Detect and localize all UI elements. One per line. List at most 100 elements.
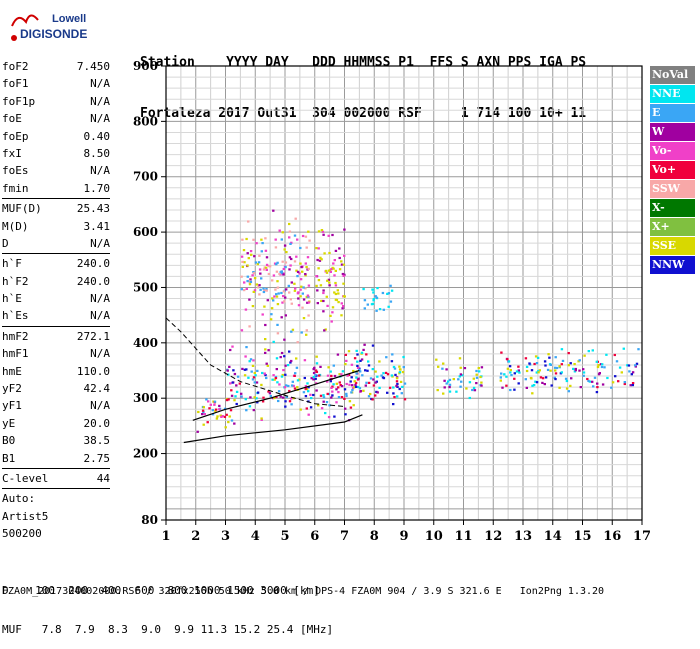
echo-point — [284, 296, 287, 299]
lower-trace-line — [183, 414, 363, 444]
echo-point — [448, 383, 452, 386]
echo-point — [296, 341, 299, 344]
echo-point — [445, 382, 448, 385]
echo-point — [279, 356, 282, 359]
echo-point — [318, 259, 322, 262]
echo-point — [263, 289, 266, 292]
echo-point — [326, 304, 329, 307]
echo-point — [261, 400, 265, 403]
echo-point — [267, 272, 271, 276]
echo-point — [224, 426, 227, 429]
echo-point — [436, 389, 439, 392]
echo-point — [374, 370, 377, 373]
echo-point — [506, 367, 510, 370]
echo-point — [276, 381, 279, 384]
legend-entry: SSE — [650, 237, 695, 255]
echo-point — [355, 372, 358, 375]
echo-point — [327, 234, 330, 237]
echo-point — [290, 384, 294, 387]
echo-point — [235, 384, 238, 387]
echo-point — [390, 360, 394, 363]
echo-point — [253, 289, 257, 292]
echo-point — [295, 269, 298, 272]
echo-point — [543, 360, 547, 363]
echo-point — [296, 386, 299, 389]
echo-point — [307, 230, 310, 233]
echo-point — [322, 233, 325, 236]
echo-point — [597, 373, 601, 376]
echo-point — [264, 237, 267, 240]
echo-point — [385, 356, 388, 359]
echo-point — [261, 371, 264, 375]
echo-point — [395, 380, 399, 383]
echo-point — [331, 390, 334, 393]
echo-point — [356, 366, 360, 369]
echo-point — [535, 371, 538, 374]
param-row: foF1p N/A — [2, 93, 110, 110]
echo-point — [583, 354, 586, 357]
echo-point — [231, 345, 234, 348]
echo-point — [223, 407, 227, 410]
echo-point — [265, 287, 268, 291]
echo-point — [232, 369, 235, 372]
echo-point — [448, 390, 452, 393]
echo-point — [459, 373, 463, 376]
echo-point — [279, 395, 282, 398]
echo-point — [233, 372, 237, 376]
param-name: D — [2, 236, 9, 250]
param-value: 44 — [96, 471, 110, 485]
echo-point — [392, 365, 396, 369]
echo-point — [319, 365, 322, 368]
echo-point — [304, 395, 308, 398]
echo-point — [247, 257, 250, 260]
echo-point — [265, 376, 268, 380]
echo-point — [574, 367, 577, 371]
echo-point — [304, 235, 308, 238]
echo-point — [600, 365, 604, 369]
echo-point — [279, 271, 282, 274]
echo-point — [329, 380, 332, 383]
echo-point — [248, 279, 251, 283]
echo-point — [480, 381, 483, 384]
echo-point — [218, 408, 221, 411]
echo-point — [317, 267, 320, 270]
echo-point — [574, 369, 577, 372]
echo-point — [241, 265, 244, 268]
echo-point — [256, 391, 260, 394]
echo-point — [264, 351, 267, 354]
echo-point — [256, 263, 259, 266]
echo-point — [288, 400, 292, 403]
echo-point — [320, 299, 323, 302]
echo-point — [252, 409, 255, 412]
echo-point — [554, 369, 557, 372]
echo-point — [591, 380, 594, 383]
echo-point — [341, 307, 344, 310]
echo-point — [334, 284, 338, 287]
echo-point — [302, 286, 305, 289]
param-row: yF2 42.4 — [2, 380, 110, 397]
echo-point — [315, 389, 318, 392]
param-value: 7.450 — [76, 60, 110, 73]
param-row: foEp 0.40 — [2, 128, 110, 145]
echo-point — [197, 410, 200, 414]
echo-point — [341, 370, 345, 373]
echo-point — [283, 248, 286, 251]
echo-point — [308, 239, 311, 242]
logo-line2: DIGISONDE — [20, 27, 87, 41]
echo-point — [623, 382, 626, 386]
echo-point — [273, 262, 277, 265]
echo-point — [275, 395, 278, 398]
echo-point — [306, 301, 309, 304]
echo-point — [370, 303, 374, 306]
echo-point — [290, 281, 293, 284]
echo-point — [513, 377, 516, 380]
echo-point — [389, 300, 393, 303]
echo-point — [276, 261, 279, 264]
echo-point — [634, 364, 637, 367]
echo-point — [330, 386, 333, 389]
echo-point — [634, 365, 637, 368]
param-value: N/A — [90, 77, 110, 91]
echo-point — [398, 371, 402, 374]
y-tick-label: 900 — [133, 59, 158, 73]
echo-point — [505, 375, 508, 378]
